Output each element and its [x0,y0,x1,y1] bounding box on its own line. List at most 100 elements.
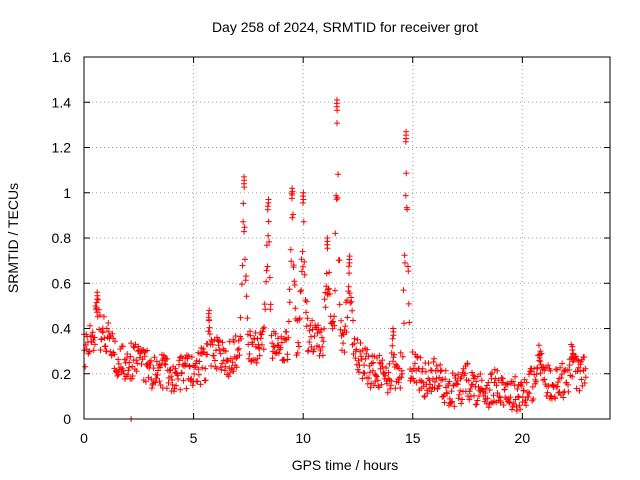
data-point [128,375,135,382]
data-point [161,352,167,359]
data-point [265,199,272,206]
data-point [326,269,333,276]
data-point [233,355,240,362]
y-tick-label: 1.2 [52,140,72,156]
data-point [224,357,231,364]
data-point [565,381,571,388]
data-point [249,341,256,348]
data-point [213,365,220,372]
data-point [244,315,251,322]
axis-ticks [83,56,610,420]
data-point [315,322,321,329]
data-point [401,252,408,259]
data-point [257,335,264,342]
data-point [301,258,308,265]
data-point [346,290,353,297]
data-point [483,385,489,392]
data-point [454,381,461,388]
data-point [263,267,270,274]
data-point [537,370,544,377]
data-point [582,374,589,381]
data-point [398,374,405,381]
data-point [529,383,536,390]
data-point [213,347,219,354]
data-point [103,325,110,332]
data-point [262,306,269,313]
data-point [115,360,122,367]
data-point [98,336,105,343]
data-point [512,373,519,380]
data-point [180,377,187,384]
data-point [296,315,303,322]
data-point [437,368,444,375]
data-point [431,385,438,392]
data-point [349,307,356,314]
data-point [558,371,565,378]
data-point [206,317,213,324]
data-point [142,378,149,385]
data-point [569,373,576,380]
data-point [260,346,267,353]
data-point [303,298,310,305]
data-point [192,360,199,367]
data-point [370,359,377,366]
data-point [364,346,371,353]
data-point [477,371,484,377]
data-point [93,299,100,306]
data-point [222,348,229,355]
data-point [120,367,127,374]
data-point [290,262,297,269]
y-tick-label: 1 [63,185,71,201]
data-point [247,332,254,339]
data-point [304,315,311,322]
data-point [263,278,270,285]
data-point [384,389,391,396]
data-point [446,378,453,385]
data-point [553,384,560,390]
data-point [288,258,295,265]
data-point [356,369,362,376]
data-point [331,313,338,320]
data-point [217,350,224,357]
data-point [297,288,304,295]
data-point [419,365,426,372]
data-point [234,347,241,353]
data-point [284,356,291,363]
data-point [167,366,174,373]
data-point [199,364,206,371]
data-point [202,377,209,384]
data-point [235,345,242,352]
data-point [570,350,577,357]
data-point [501,386,508,393]
data-point [323,283,330,290]
data-point [205,328,212,335]
data-point [545,383,552,389]
data-point [462,370,468,377]
data-point [300,218,307,225]
data-point [285,318,292,325]
data-point [211,357,218,364]
data-point [204,341,211,347]
data-point [173,382,180,389]
x-tick-label: 15 [405,430,421,446]
data-point [164,356,171,362]
data-point [240,200,247,207]
data-point [343,329,350,336]
data-point [95,306,102,313]
data-point [240,218,247,225]
data-point [311,333,318,340]
data-point [90,347,97,354]
data-point [322,304,329,311]
data-point [256,352,263,359]
x-tick-label: 10 [295,430,311,446]
data-point [352,355,359,362]
data-point [241,228,247,235]
data-point [346,270,353,277]
data-point [304,348,311,355]
data-point [266,274,273,281]
data-point [256,345,263,352]
data-point [467,386,474,392]
data-point [137,350,144,357]
data-point [200,345,207,352]
